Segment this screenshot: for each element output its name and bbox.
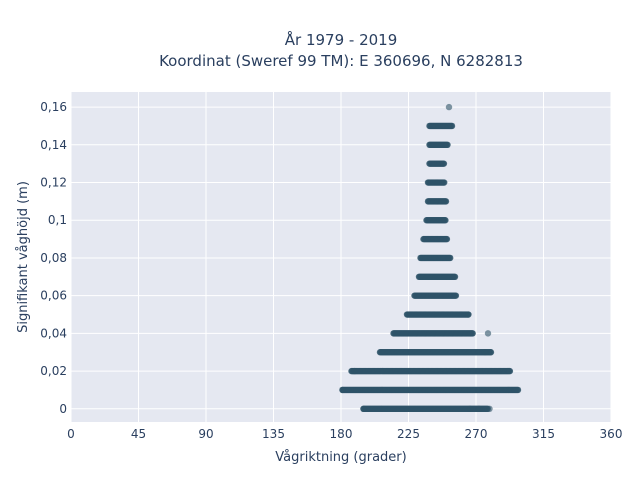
chart-title-line2: Koordinat (Sweref 99 TM): E 360696, N 62… [159, 52, 523, 70]
data-point [469, 330, 476, 337]
x-tick-label: 135 [262, 427, 285, 441]
y-tick-label: 0,04 [40, 326, 67, 340]
data-point [487, 349, 495, 356]
data-point [506, 367, 514, 375]
data-point [360, 405, 367, 412]
data-point [484, 330, 492, 337]
y-tick-label: 0,16 [40, 100, 67, 114]
x-tick-label: 45 [131, 427, 146, 441]
y-tick-label: 0,1 [48, 213, 67, 227]
x-tick-label: 90 [198, 427, 213, 441]
y-tick-labels: 0 0,02 0,04 0,06 0,08 0,1 0,12 0,14 0,16 [40, 100, 67, 416]
y-tick-label: 0,14 [40, 138, 67, 152]
x-axis-title: Vågriktning (grader) [275, 450, 406, 465]
y-gridlines [71, 106, 611, 410]
data-point [441, 179, 448, 186]
data-point [442, 198, 450, 205]
x-tick-label: 315 [532, 427, 555, 441]
y-tick-label: 0,02 [40, 364, 67, 378]
data-point [442, 217, 449, 224]
data-point [448, 122, 456, 130]
data-point [444, 141, 451, 148]
data-point [447, 254, 454, 262]
x-tick-label: 180 [330, 427, 353, 441]
data-point [440, 160, 448, 167]
y-tick-label: 0 [59, 402, 67, 416]
data-point [339, 386, 346, 394]
x-tick-label: 360 [600, 427, 623, 441]
data-points [339, 103, 522, 412]
data-point [481, 349, 489, 356]
y-tick-label: 0,06 [40, 289, 67, 303]
data-point [514, 386, 522, 394]
data-point [351, 367, 358, 375]
y-tick-label: 0,08 [40, 251, 67, 265]
x-tick-label: 0 [67, 427, 75, 441]
chart-title-line1: År 1979 - 2019 [285, 30, 398, 49]
data-point [465, 311, 472, 318]
y-axis-title: Signifikant våghöjd (m) [16, 181, 31, 333]
data-point [466, 405, 474, 412]
data-point [451, 273, 459, 280]
data-point [445, 103, 453, 111]
x-gridlines [70, 92, 612, 422]
x-tick-label: 225 [397, 427, 420, 441]
data-point [443, 235, 451, 243]
data-point [486, 405, 493, 412]
x-tick-labels: 0 45 90 135 180 225 270 315 360 [67, 427, 622, 441]
data-point [452, 292, 460, 299]
x-tick-label: 270 [465, 427, 488, 441]
data-point [475, 405, 483, 412]
y-tick-label: 0,12 [40, 176, 67, 190]
